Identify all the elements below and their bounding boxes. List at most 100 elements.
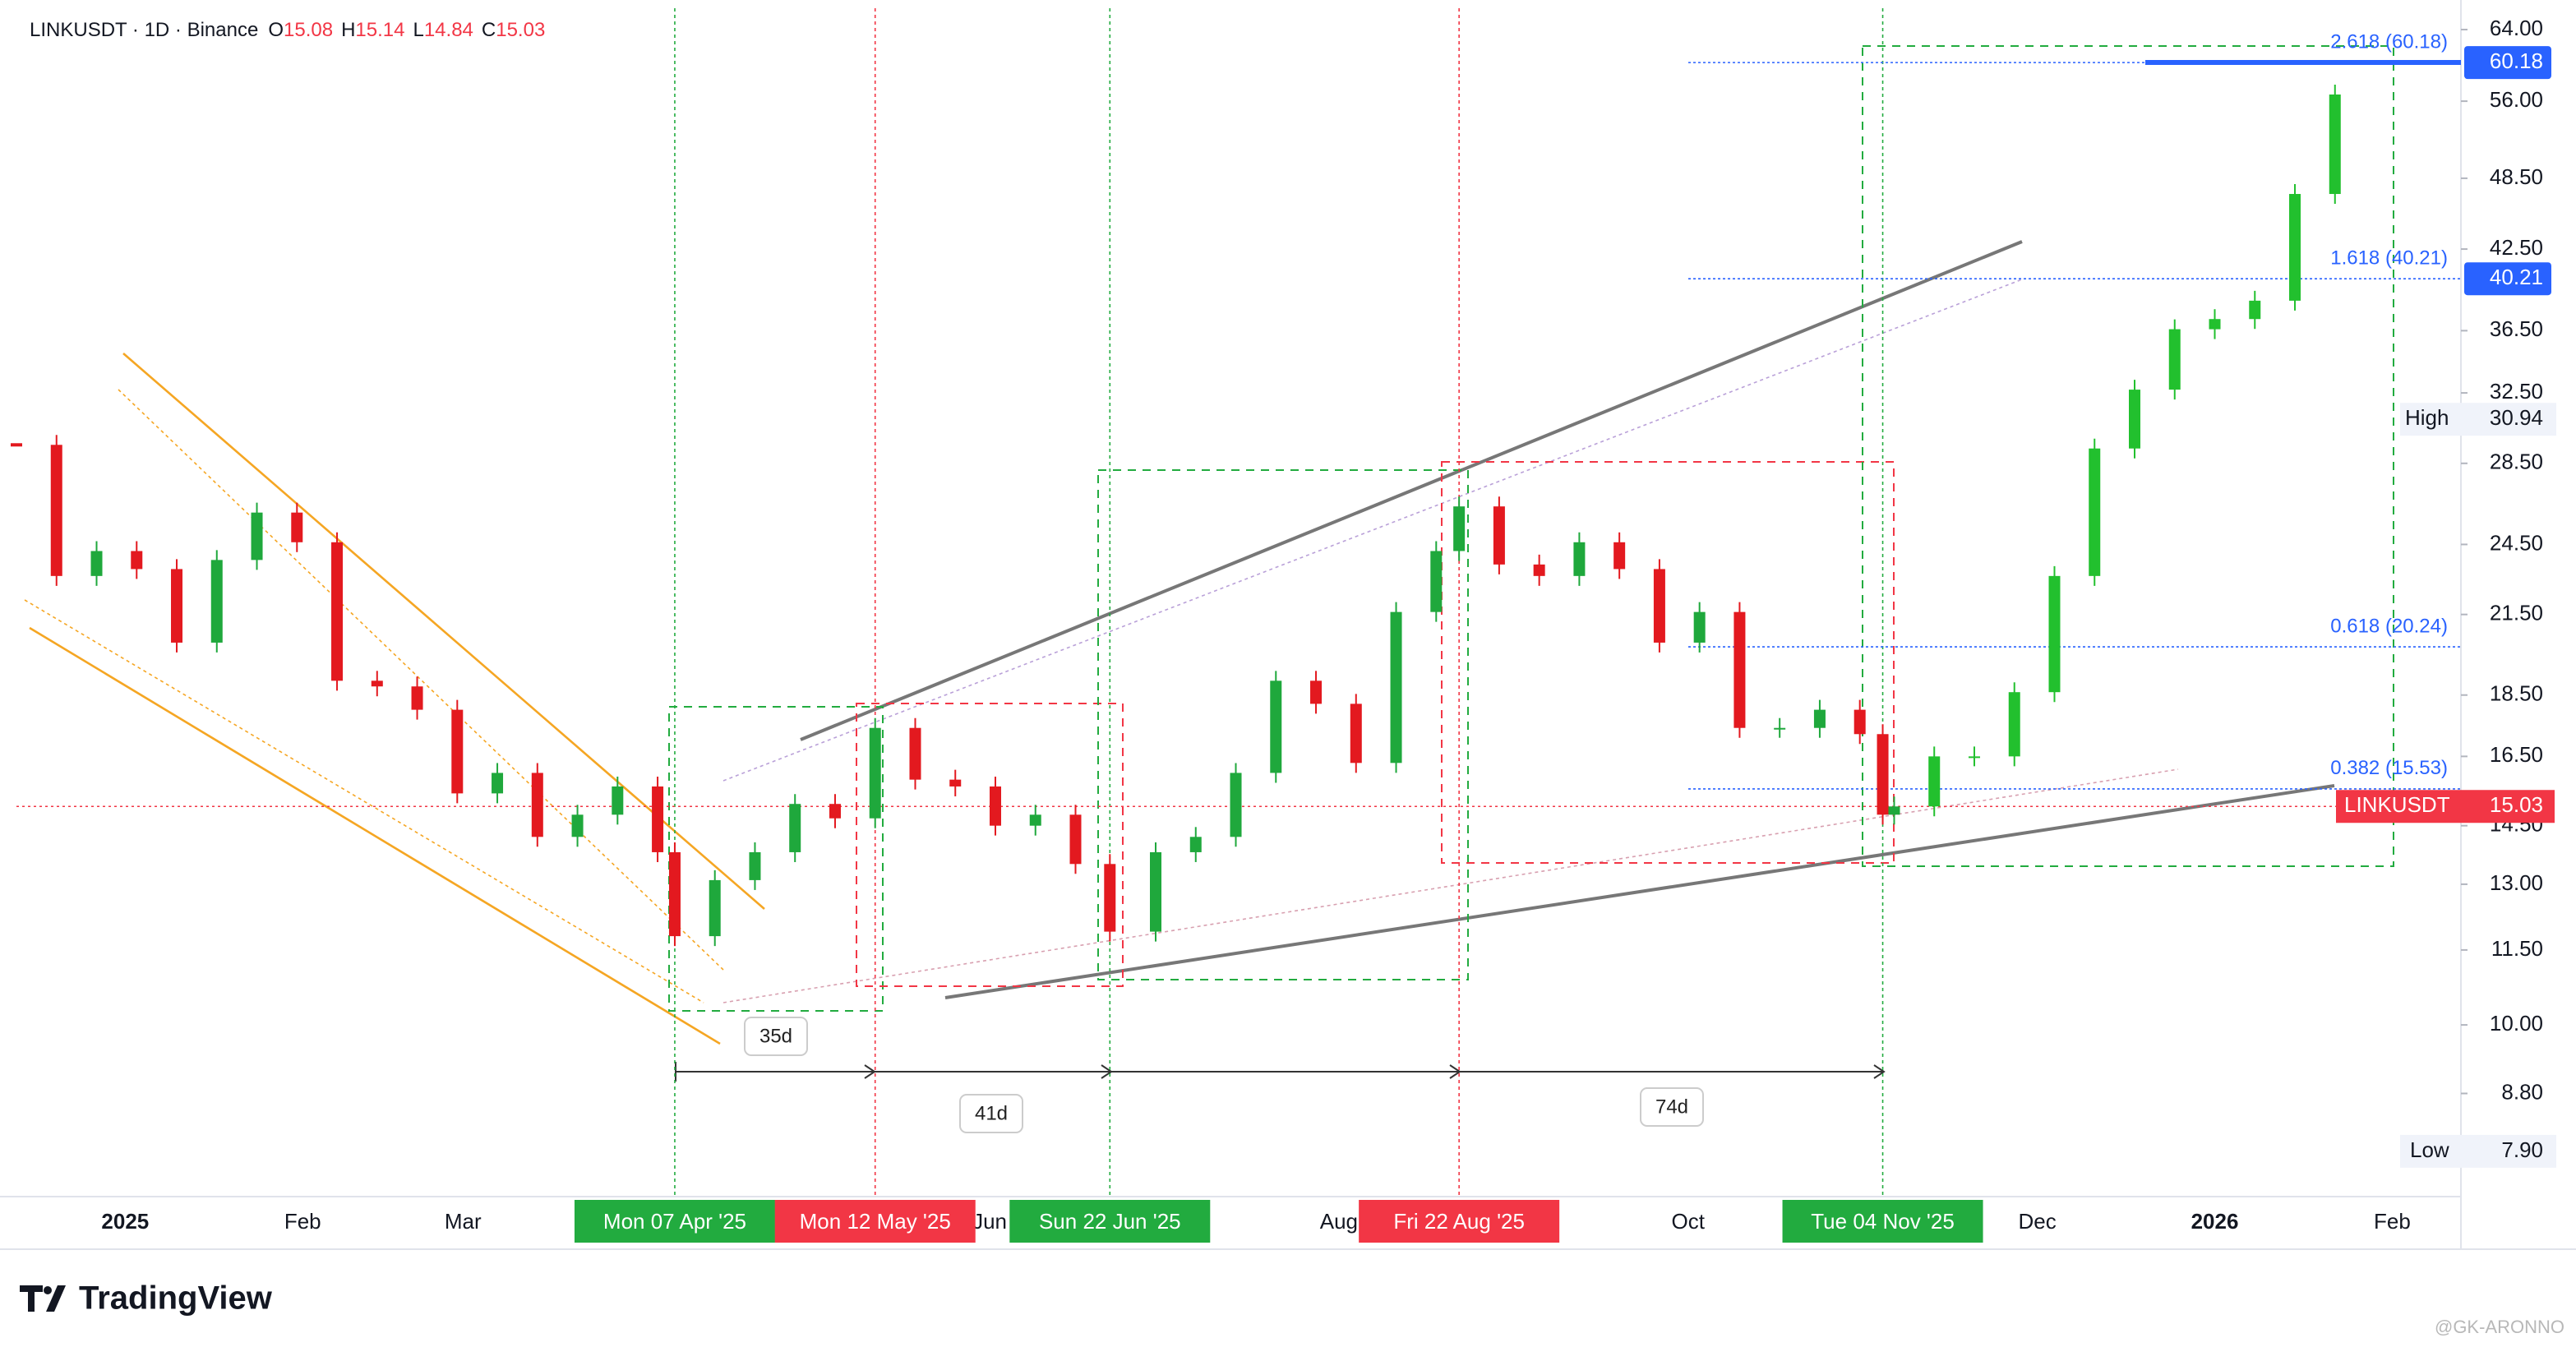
date-tag xyxy=(1359,1200,1560,1243)
candle xyxy=(411,686,423,710)
ohlc-key: H xyxy=(341,19,355,41)
candle xyxy=(2289,194,2301,301)
low-tag-value: 7.90 xyxy=(2501,1137,2543,1162)
date-tag-label: Mon 07 Apr '25 xyxy=(603,1209,746,1234)
y-tick-label: 42.50 xyxy=(2490,235,2543,260)
date-tag-label: Tue 04 Nov '25 xyxy=(1811,1209,1955,1234)
x-tick-label: Aug xyxy=(1320,1209,1358,1234)
candle xyxy=(2089,448,2101,576)
duration-label: 74d xyxy=(1655,1096,1688,1118)
price-tag-label: 40.21 xyxy=(2490,265,2543,289)
candle xyxy=(1104,864,1116,932)
candle xyxy=(1310,680,1323,704)
y-tick-label: 24.50 xyxy=(2490,530,2543,555)
date-tag xyxy=(1782,1200,1983,1243)
duration-label: 35d xyxy=(759,1025,792,1047)
candle xyxy=(210,560,223,643)
duration-arrow xyxy=(675,1062,1886,1082)
y-tick-label: 48.50 xyxy=(2490,164,2543,189)
candle xyxy=(90,551,103,576)
ohlc-key: L xyxy=(413,19,423,41)
candle xyxy=(1150,851,1162,932)
candle xyxy=(989,786,1001,826)
x-tick-label: Jun xyxy=(972,1209,1007,1234)
low-tag xyxy=(2400,1134,2556,1168)
candle xyxy=(709,879,721,937)
candle xyxy=(451,709,464,794)
candle xyxy=(909,727,921,780)
candle xyxy=(1029,814,1041,826)
candle xyxy=(949,779,962,787)
wedge xyxy=(722,240,2335,1003)
x-tick-label: Feb xyxy=(284,1209,321,1234)
candle xyxy=(1069,814,1082,865)
candle xyxy=(1230,773,1242,837)
candle xyxy=(251,512,263,560)
candle xyxy=(11,443,22,447)
candle xyxy=(291,512,303,542)
fib-label: 0.382 (15.53) xyxy=(2330,757,2448,779)
x-tick-label: Oct xyxy=(1672,1209,1706,1234)
candle xyxy=(50,445,62,576)
ohlc-value: 15.08 xyxy=(284,19,333,41)
candle xyxy=(1653,569,1665,643)
x-tick-label: 2026 xyxy=(2191,1209,2239,1234)
high-tag-value: 30.94 xyxy=(2490,405,2543,430)
candle xyxy=(1968,756,1980,759)
current-tag-symbol: LINKUSDT xyxy=(2344,792,2450,817)
price-tag xyxy=(2464,262,2551,296)
candle xyxy=(1928,756,1941,807)
candle xyxy=(1493,506,1505,565)
y-tick-label: 36.50 xyxy=(2490,316,2543,341)
price-tag xyxy=(2464,46,2551,80)
x-tick-label: Feb xyxy=(2374,1209,2411,1234)
candle xyxy=(1350,703,1362,763)
ohlc-key: C xyxy=(482,19,496,41)
candle xyxy=(1774,727,1786,730)
candle xyxy=(1270,680,1282,773)
ohlc-value: 15.03 xyxy=(496,19,545,41)
date-tag-label: Sun 22 Jun '25 xyxy=(1039,1209,1181,1234)
candle xyxy=(371,680,383,687)
candle xyxy=(531,773,543,837)
candle xyxy=(2129,390,2141,449)
y-tick-label: 28.50 xyxy=(2490,450,2543,474)
y-tick-label: 16.50 xyxy=(2490,742,2543,767)
current-tag-value: 15.03 xyxy=(2490,792,2543,817)
candle xyxy=(1390,611,1402,763)
x-tick-label: 2025 xyxy=(101,1209,149,1234)
duration-label: 41d xyxy=(975,1102,1008,1124)
current-tag xyxy=(2336,790,2555,823)
date-tag xyxy=(1009,1200,1211,1243)
candle xyxy=(1573,542,1586,576)
candle xyxy=(2249,300,2261,320)
date-tag xyxy=(574,1200,775,1243)
price-tag-label: 60.18 xyxy=(2490,48,2543,73)
y-tick-label: 32.50 xyxy=(2490,379,2543,404)
candle xyxy=(668,851,681,937)
candle xyxy=(331,542,344,681)
candle xyxy=(131,551,143,570)
date-tag-label: Fri 22 Aug '25 xyxy=(1393,1209,1525,1234)
candle xyxy=(1533,564,1545,576)
fib-label: 0.618 (20.24) xyxy=(2330,615,2448,637)
candle xyxy=(2008,692,2020,757)
y-tick-label: 21.50 xyxy=(2490,601,2543,625)
candle xyxy=(2168,329,2181,390)
fib-label: 1.618 (40.21) xyxy=(2330,247,2448,270)
range-box xyxy=(668,45,2394,1012)
high-tag-name: High xyxy=(2405,405,2449,430)
candle xyxy=(1453,506,1466,551)
y-tick-label: 64.00 xyxy=(2490,16,2543,40)
x-tick-label: Mar xyxy=(445,1209,482,1234)
candle xyxy=(1813,709,1826,728)
y-tick-label: 18.50 xyxy=(2490,681,2543,706)
candle xyxy=(612,786,624,815)
brand-name: TradingView xyxy=(79,1280,273,1317)
candle xyxy=(1888,806,1900,815)
header: LINKUSDT · 1D · Binance O15.08 H15.14 L14.8… xyxy=(30,19,545,41)
channel xyxy=(24,353,765,1045)
candle xyxy=(1733,611,1746,728)
candle xyxy=(2329,94,2341,195)
candle xyxy=(789,804,801,852)
